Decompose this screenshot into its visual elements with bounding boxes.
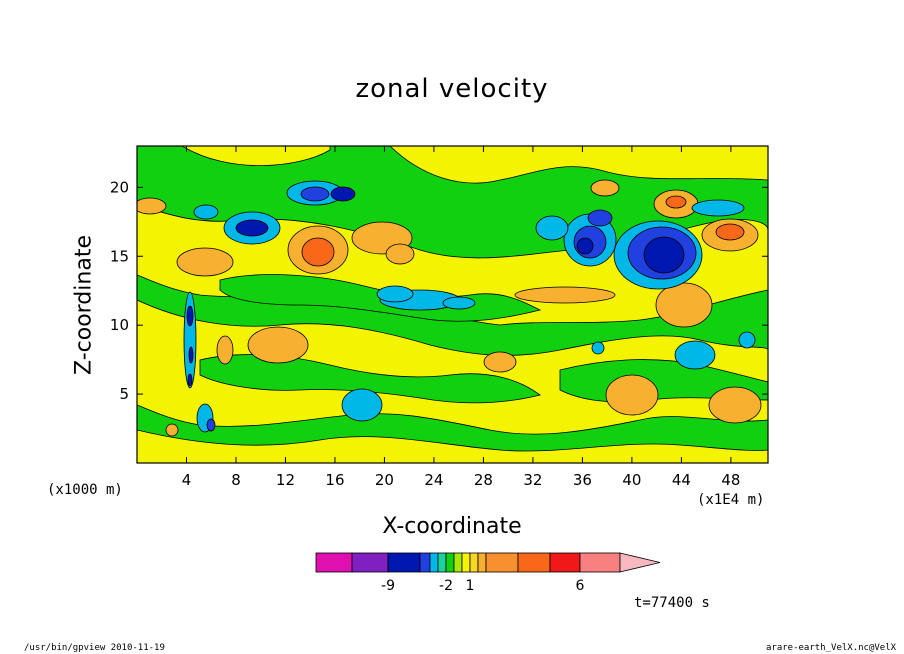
colorbar-label: 6 [576,578,585,594]
colorbar: -9 -2 1 6 [315,552,661,594]
x-tick-label: 48 [721,471,740,489]
contour-orange-r [216,335,234,365]
y-axis-label: Z-coordinate [71,235,97,375]
contour-blue-b [300,186,330,202]
contour-cyan-h [674,340,716,370]
contour-navy-e [576,237,594,255]
contour-orange-d [385,243,415,265]
colorbar-swatch [429,552,439,573]
colorbar-extend-arrow [619,552,661,573]
x-unit-right: (x1E4 m) [697,492,765,508]
contour-yellow-bottom [137,429,768,463]
contour-orange-h [655,282,713,328]
colorbar-swatch [453,552,463,573]
contour-orange-low [165,423,179,437]
colorbar-swatch [485,552,519,573]
colorbar-label: -9 [381,578,395,594]
contour-navy-column-a [186,305,194,327]
contour-orange-g [137,197,167,215]
x-tick-label: 28 [474,471,493,489]
x-tick-label: 44 [672,471,691,489]
contour-orange-j [715,223,745,241]
contour-green-band-2 [199,354,541,404]
colorbar-swatch [461,552,471,573]
contour-orange-b [301,237,335,267]
contour-cyan-k [376,285,414,303]
x-tick-label: 32 [523,471,542,489]
contour-yellow-upper [181,146,768,184]
contour-cyan-f [535,215,569,241]
colorbar-swatch [387,552,421,573]
contour-cyan-i [341,388,383,422]
contour-navy-column-c [187,373,193,387]
x-tick-label: 24 [424,471,443,489]
contour-cyan-n [591,341,605,355]
colorbar-swatch [315,552,353,573]
colorbar-swatch [437,552,447,573]
time-label: t=77400 s [634,595,710,611]
y-axis: 5 10 15 20 [110,178,768,403]
chart-title: zonal velocity [355,74,549,104]
x-tick-label: 8 [231,471,241,489]
y-tick-label: 10 [110,316,129,334]
x-tick-label: 4 [182,471,192,489]
contour-orange-o [514,286,616,304]
contour-cyan-m [738,331,756,349]
colorbar-label: -2 [439,578,453,594]
contour-field [137,146,768,463]
colorbar-swatch [579,552,621,573]
x-axis: 4 8 12 16 20 24 28 32 36 40 44 48 [182,146,740,489]
contour-orange-l [665,195,687,209]
colorbar-swatch [517,552,551,573]
footer-left: /usr/bin/gpview 2010-11-19 [24,643,165,653]
contour-orange-e [247,326,309,364]
contour-orange-n [708,386,762,424]
contour-orange-p [590,179,620,197]
x-tick-label: 36 [573,471,592,489]
x-tick-label: 40 [622,471,641,489]
contour-blue-f [587,209,613,227]
colorbar-swatch [419,552,431,573]
colorbar-swatch [351,552,389,573]
colorbar-swatch [445,552,455,573]
contour-navy-d [643,236,685,274]
x-tick-label: 20 [375,471,394,489]
footer-right: arare-earth_VelX.nc@VelX [766,643,897,653]
contour-orange-f [176,247,234,277]
y-tick-label: 15 [110,247,129,265]
contour-navy-column-b [188,346,194,364]
plot-frame [136,145,769,464]
x-axis-label: X-coordinate [382,514,522,539]
contour-orange-m [605,374,659,416]
contour-blue-a [235,219,269,237]
x-unit-left: (x1000 m) [47,482,123,498]
colorbar-swatch [469,552,479,573]
contour-orange-q [483,351,517,373]
colorbar-label: 1 [466,578,475,594]
contour-cyan-l [442,296,476,310]
x-tick-label: 12 [276,471,295,489]
colorbar-swatch [477,552,487,573]
y-tick-label: 5 [119,385,129,403]
colorbar-swatch [549,552,581,573]
contour-blue-low [206,418,216,432]
contour-cyan-c [193,204,219,220]
y-tick-label: 20 [110,178,129,196]
contour-blue-c [330,186,356,202]
x-tick-label: 16 [325,471,344,489]
contour-cyan-g [691,199,745,217]
